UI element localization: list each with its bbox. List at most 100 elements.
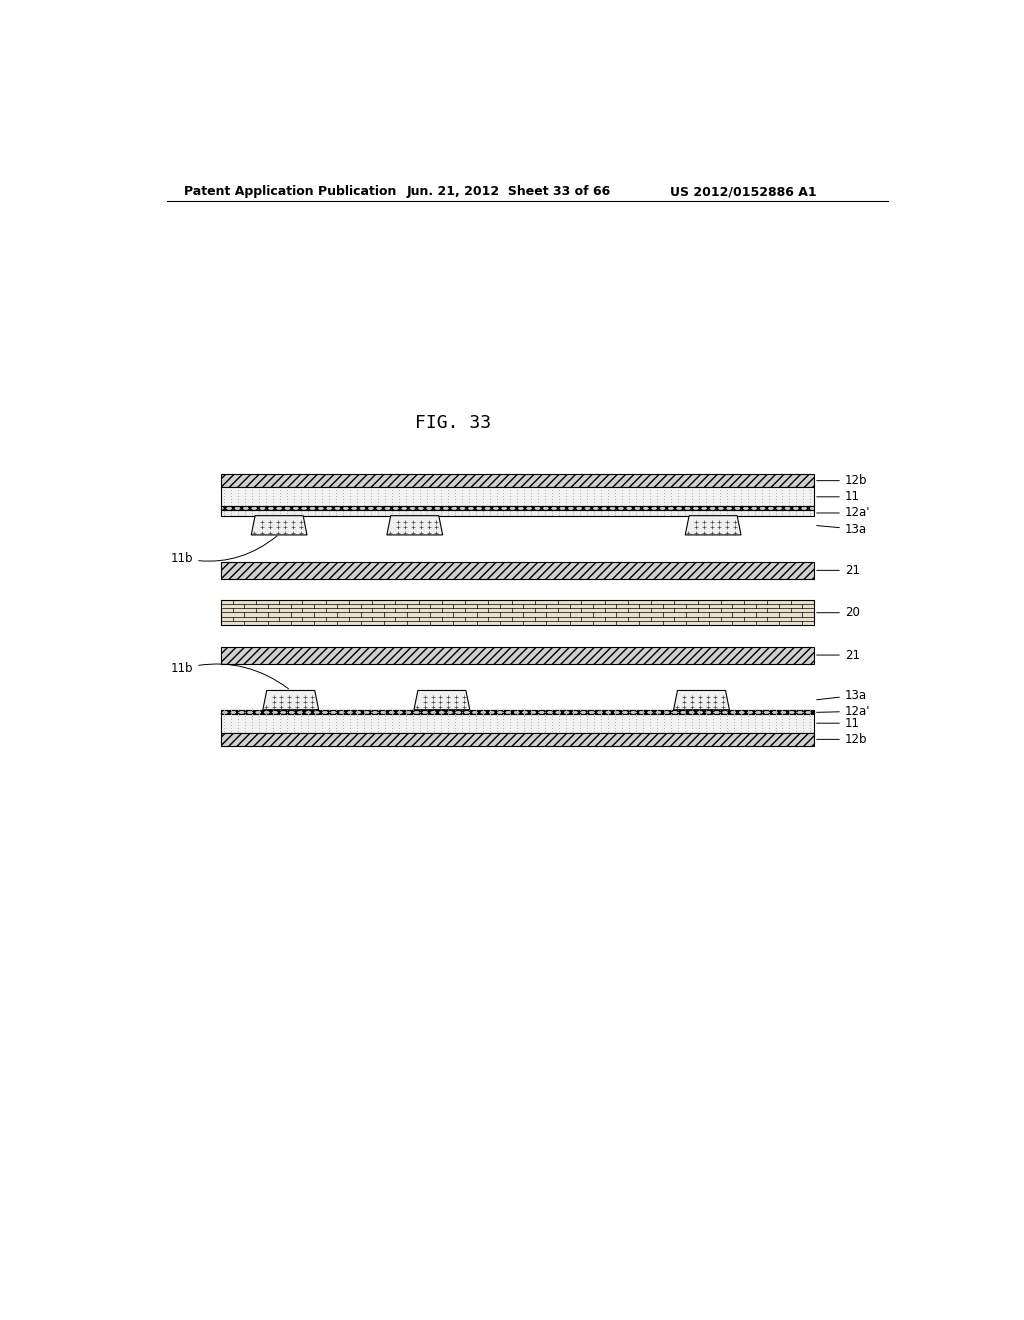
Point — [391, 482, 408, 503]
Point — [293, 711, 309, 733]
Point — [488, 702, 505, 723]
Point — [355, 502, 372, 523]
Point — [502, 495, 518, 516]
Point — [516, 704, 532, 725]
Point — [732, 709, 749, 730]
Point — [244, 495, 260, 516]
Point — [677, 486, 693, 507]
Point — [593, 700, 609, 721]
Point — [391, 702, 408, 723]
Point — [544, 495, 560, 516]
Point — [565, 479, 582, 500]
Point — [551, 711, 567, 733]
Point — [796, 491, 812, 512]
Point — [725, 711, 741, 733]
Point — [705, 718, 721, 739]
Point — [690, 504, 707, 525]
Point — [690, 721, 707, 742]
Point — [488, 705, 505, 726]
Point — [781, 495, 798, 516]
Text: 12b: 12b — [817, 733, 867, 746]
Point — [712, 482, 728, 503]
Text: 11b: 11b — [171, 663, 289, 689]
Point — [697, 500, 714, 521]
Point — [502, 486, 518, 507]
Point — [712, 714, 728, 735]
Point — [600, 500, 616, 521]
Point — [746, 488, 763, 510]
Point — [342, 479, 358, 500]
Point — [432, 500, 449, 521]
Point — [802, 495, 818, 516]
Point — [216, 479, 232, 500]
Point — [642, 714, 658, 735]
Point — [774, 711, 791, 733]
Point — [712, 504, 728, 525]
Point — [655, 495, 672, 516]
Point — [342, 500, 358, 521]
Point — [586, 709, 602, 730]
Point — [593, 491, 609, 512]
Point — [238, 718, 254, 739]
Point — [712, 486, 728, 507]
Point — [362, 704, 379, 725]
Point — [258, 714, 274, 735]
Point — [739, 709, 756, 730]
Point — [397, 488, 414, 510]
Point — [621, 504, 637, 525]
Point — [370, 709, 386, 730]
Point — [251, 700, 267, 721]
Point — [593, 502, 609, 523]
Point — [613, 479, 630, 500]
Point — [314, 482, 331, 503]
Point — [419, 714, 435, 735]
Point — [419, 718, 435, 739]
Point — [355, 700, 372, 721]
Point — [719, 700, 735, 721]
Point — [642, 486, 658, 507]
Point — [649, 495, 666, 516]
Point — [258, 705, 274, 726]
Point — [307, 500, 324, 521]
Point — [642, 504, 658, 525]
Point — [544, 479, 560, 500]
Point — [439, 504, 456, 525]
Point — [558, 705, 574, 726]
Point — [635, 504, 651, 525]
Point — [300, 702, 316, 723]
Point — [461, 500, 477, 521]
Point — [725, 504, 741, 525]
Point — [600, 704, 616, 725]
Point — [412, 705, 428, 726]
Point — [412, 504, 428, 525]
Point — [426, 705, 442, 726]
Point — [670, 714, 686, 735]
Point — [725, 479, 741, 500]
Point — [754, 482, 770, 503]
Point — [655, 702, 672, 723]
Point — [767, 502, 783, 523]
Point — [355, 486, 372, 507]
Point — [454, 711, 470, 733]
Point — [712, 488, 728, 510]
Point — [628, 482, 644, 503]
Point — [300, 502, 316, 523]
Point — [419, 482, 435, 503]
Point — [739, 718, 756, 739]
Point — [739, 488, 756, 510]
Point — [635, 502, 651, 523]
Point — [362, 709, 379, 730]
Point — [600, 486, 616, 507]
Point — [502, 709, 518, 730]
Point — [635, 718, 651, 739]
Point — [419, 709, 435, 730]
Point — [705, 491, 721, 512]
Point — [558, 718, 574, 739]
Point — [697, 704, 714, 725]
Point — [607, 482, 624, 503]
Point — [280, 709, 296, 730]
Point — [586, 704, 602, 725]
Point — [446, 718, 463, 739]
Point — [649, 504, 666, 525]
Point — [781, 711, 798, 733]
